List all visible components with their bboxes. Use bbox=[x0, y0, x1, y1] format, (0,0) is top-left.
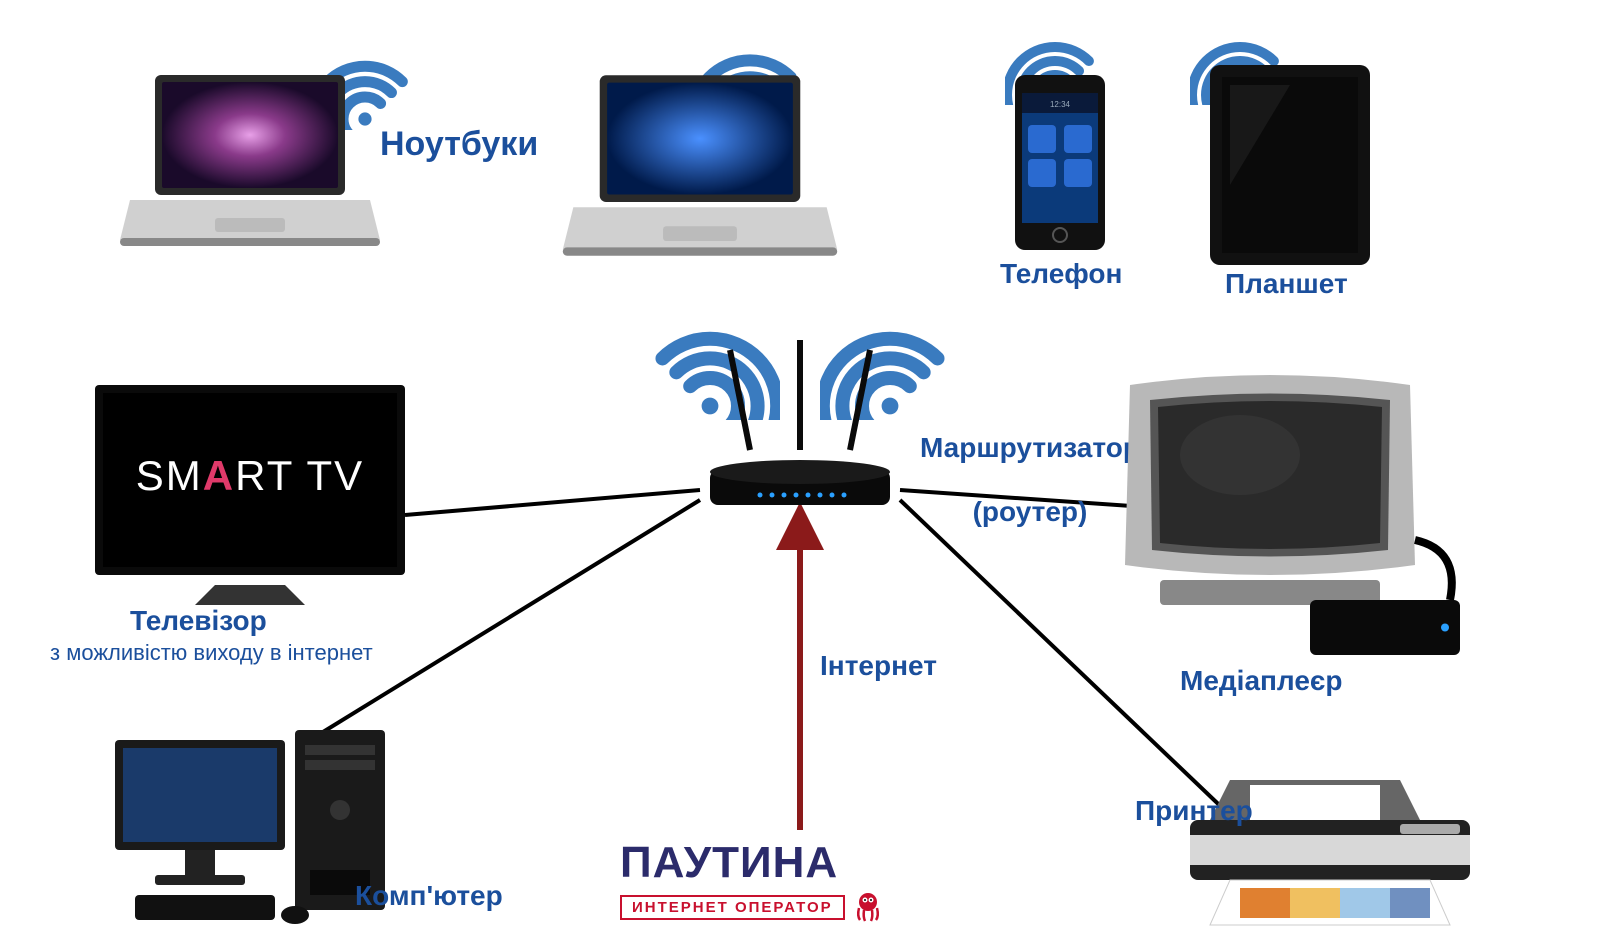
brand-name: ПАУТИНА bbox=[620, 838, 885, 888]
svg-text:12:34: 12:34 bbox=[1050, 100, 1071, 109]
computer-label: Комп'ютер bbox=[355, 880, 503, 912]
router-label-line1: Маршрутизатор bbox=[920, 432, 1140, 463]
tablet-device bbox=[1210, 65, 1370, 265]
printer-label: Принтер bbox=[1135, 795, 1253, 827]
router-device bbox=[700, 440, 900, 510]
brand-tagline: ИНТЕРНЕТ ОПЕРАТОР bbox=[620, 895, 845, 920]
svg-text:SMART TV: SMART TV bbox=[136, 452, 364, 499]
diagram-canvas: Маршрутизатор (роутер) bbox=[0, 0, 1600, 943]
laptop-2 bbox=[560, 70, 840, 260]
smarttv-label: Телевізор bbox=[130, 605, 267, 637]
laptop-1 bbox=[120, 70, 380, 250]
mediaplayer-label: Медіаплеєр bbox=[1180, 665, 1343, 697]
laptops-label: Ноутбуки bbox=[380, 125, 538, 164]
internet-label: Інтернет bbox=[820, 650, 937, 682]
router-label-line2: (роутер) bbox=[973, 496, 1088, 527]
phone-device: 12:34 bbox=[1010, 75, 1110, 250]
edge-smarttv-router bbox=[405, 490, 700, 515]
brand-logo: ПАУТИНА ИНТЕРНЕТ ОПЕРАТОР bbox=[620, 838, 885, 927]
brand-mascot-icon bbox=[851, 888, 885, 927]
router-label: Маршрутизатор (роутер) bbox=[920, 400, 1140, 528]
mediaplayer-device bbox=[1310, 600, 1460, 655]
tablet-label: Планшет bbox=[1225, 268, 1348, 300]
phone-label: Телефон bbox=[1000, 258, 1122, 290]
smarttv-sublabel: з можливістю виходу в інтернет bbox=[50, 640, 373, 666]
smarttv-device: SMART TV bbox=[95, 385, 405, 585]
